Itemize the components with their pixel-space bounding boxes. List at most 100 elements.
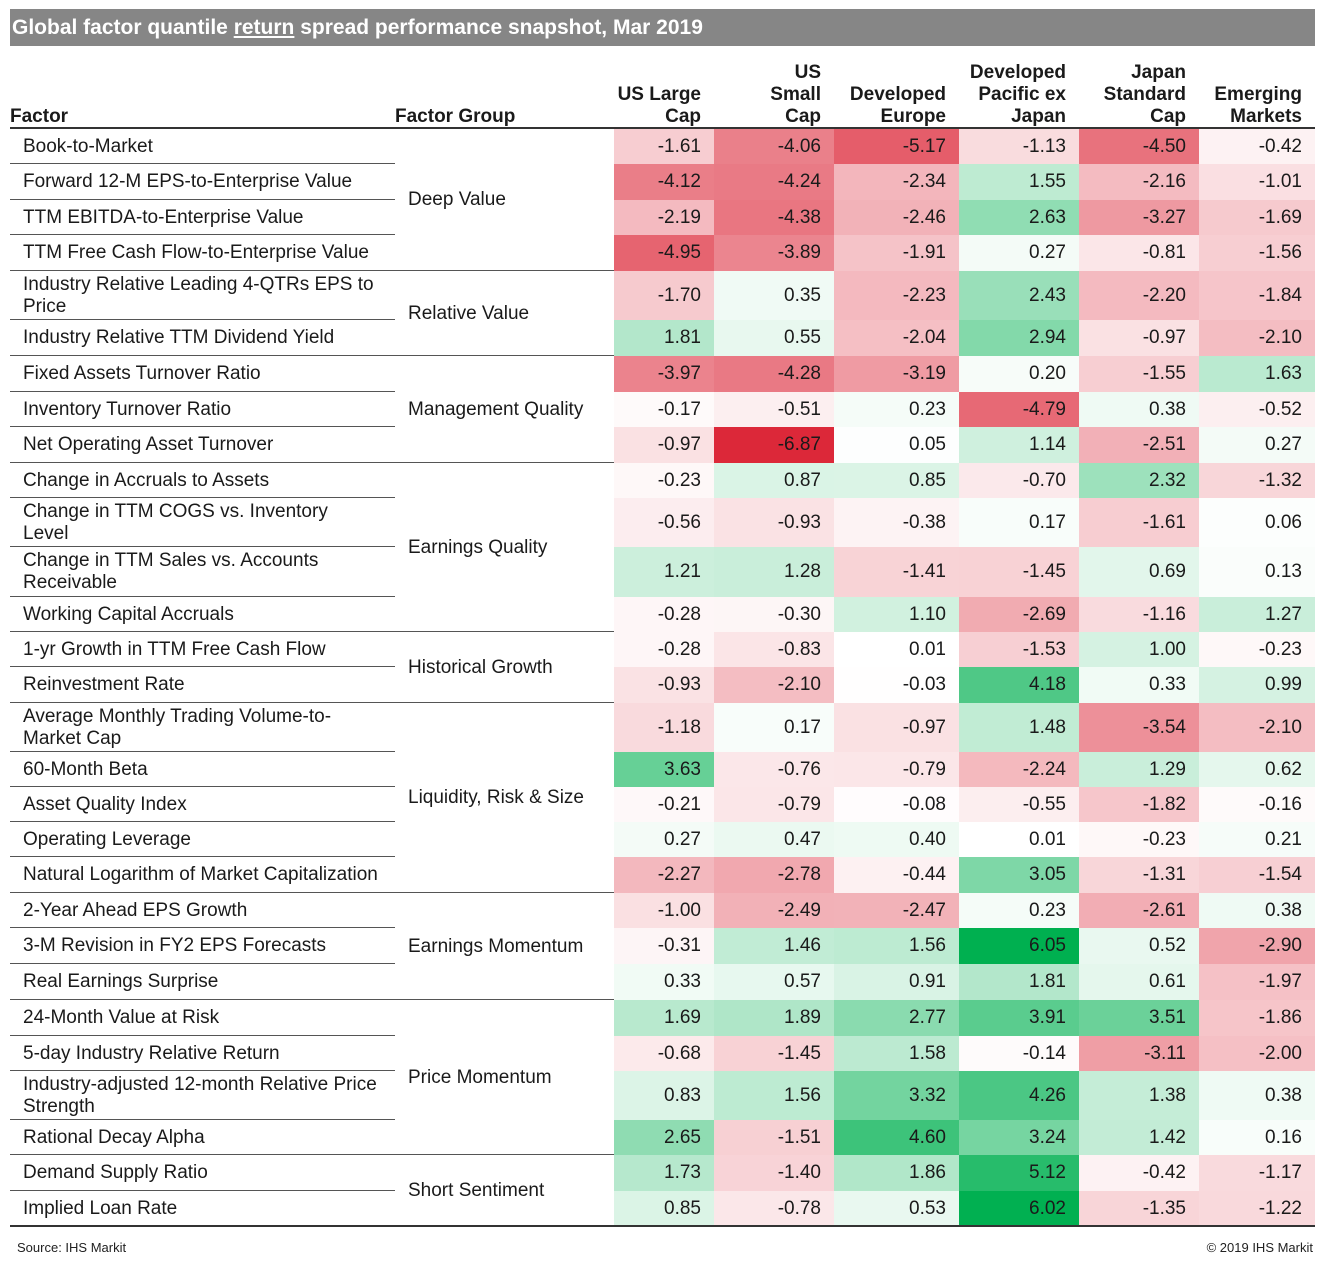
factor-name-line: Strength <box>23 1095 95 1117</box>
value-cell: -1.82 <box>1079 787 1199 822</box>
value-cell: -0.93 <box>614 667 714 703</box>
factor-name: Natural Logarithm of Market Capitalizati… <box>23 864 378 885</box>
row-separator <box>10 199 395 200</box>
value-cell: -1.35 <box>1079 1191 1199 1226</box>
value-cell: -0.97 <box>614 427 714 463</box>
value-cell: -0.08 <box>834 787 959 822</box>
value-cell: -4.79 <box>959 392 1079 427</box>
factor-name: Real Earnings Surprise <box>23 971 219 992</box>
value-cell: 0.01 <box>959 822 1079 857</box>
value-cell: 0.38 <box>1199 1071 1315 1120</box>
value-cell: 4.60 <box>834 1120 959 1155</box>
value-cell: -0.83 <box>714 632 834 667</box>
row-separator <box>10 163 395 164</box>
value-cell: -1.40 <box>714 1155 834 1191</box>
value-cell: -4.38 <box>714 200 834 235</box>
value-cell: -2.10 <box>1199 703 1315 752</box>
row-separator <box>10 751 395 752</box>
value-cell: -2.90 <box>1199 928 1315 964</box>
value-cell: 1.14 <box>959 427 1079 463</box>
header-region: US Large Cap <box>614 84 701 128</box>
value-cell: 1.00 <box>1079 632 1199 667</box>
value-cell: -0.16 <box>1199 787 1315 822</box>
value-cell: -4.50 <box>1079 129 1199 164</box>
factor-name-line: Industry-adjusted 12-month Relative Pric… <box>23 1073 377 1095</box>
factor-name: 2-Year Ahead EPS Growth <box>23 899 248 921</box>
row-separator <box>10 596 395 597</box>
factor-name: Change in TTM COGS vs. Inventory Level <box>10 498 395 547</box>
value-cell: -0.79 <box>714 787 834 822</box>
value-cell: 1.69 <box>614 1000 714 1036</box>
row-separator <box>10 666 395 667</box>
group-separator <box>10 1154 614 1155</box>
header-region-line: Pacific ex <box>978 84 1066 105</box>
factor-name: Working Capital Accruals <box>23 603 234 625</box>
group-separator <box>10 702 614 703</box>
factor-name: Industry Relative Leading 4-QTRs EPS to P… <box>10 271 395 320</box>
value-cell: 0.17 <box>714 703 834 752</box>
value-cell: -1.31 <box>1079 857 1199 893</box>
row-separator <box>10 319 395 320</box>
header-region-line: Developed <box>969 62 1066 83</box>
value-cell: 1.86 <box>834 1155 959 1191</box>
value-cell: -0.44 <box>834 857 959 893</box>
value-cell: 1.27 <box>1199 597 1315 632</box>
value-cell: -0.23 <box>1199 632 1315 667</box>
value-cell: -0.28 <box>614 597 714 632</box>
factor-name-line: Change in TTM COGS vs. Inventory <box>23 500 328 522</box>
value-cell: -1.00 <box>614 893 714 928</box>
group-separator <box>10 270 614 271</box>
value-cell: 0.47 <box>714 822 834 857</box>
value-cell: -1.18 <box>614 703 714 752</box>
value-cell: -2.61 <box>1079 893 1199 928</box>
value-cell: 0.35 <box>714 271 834 320</box>
value-cell: -0.38 <box>834 498 959 547</box>
group-separator <box>10 631 614 632</box>
value-cell: -1.54 <box>1199 857 1315 893</box>
value-cell: 1.28 <box>714 547 834 597</box>
value-cell: 6.05 <box>959 928 1079 964</box>
factor-group-name: Deep Value <box>408 189 506 210</box>
value-cell: 1.29 <box>1079 752 1199 787</box>
value-cell: 0.23 <box>834 392 959 427</box>
value-cell: 6.02 <box>959 1191 1079 1226</box>
factor-name-line: Market Cap <box>23 727 122 749</box>
value-cell: -0.42 <box>1079 1155 1199 1191</box>
value-cell: -1.41 <box>834 547 959 597</box>
value-cell: -1.69 <box>1199 200 1315 235</box>
value-cell: 0.16 <box>1199 1120 1315 1155</box>
factor-name: 24-Month Value at Risk <box>23 1007 220 1028</box>
header-region-line: Cap <box>1150 106 1186 127</box>
value-cell: 0.38 <box>1199 893 1315 928</box>
value-cell: -4.06 <box>714 129 834 164</box>
header-region-line: Small <box>770 84 821 105</box>
value-cell: 0.55 <box>714 320 834 356</box>
copyright-note: © 2019 IHS Markit <box>1206 1240 1313 1255</box>
factor-name-line: Level <box>23 522 69 544</box>
value-cell: -0.14 <box>959 1036 1079 1071</box>
value-cell: -2.23 <box>834 271 959 320</box>
value-cell: 3.05 <box>959 857 1079 893</box>
group-separator <box>10 1225 1315 1227</box>
factor-name: 60-Month Beta <box>23 758 148 780</box>
row-separator <box>10 426 395 427</box>
value-cell: 2.43 <box>959 271 1079 320</box>
header-region-line: Cap <box>785 106 821 127</box>
title-text-start: Global factor quantile <box>12 16 234 39</box>
value-cell: -2.04 <box>834 320 959 356</box>
factor-name: TTM EBITDA-to-Enterprise Value <box>23 206 304 228</box>
value-cell: 1.56 <box>714 1071 834 1120</box>
value-cell: -1.45 <box>959 547 1079 597</box>
factor-name: Reinvestment Rate <box>23 674 185 695</box>
value-cell: 0.27 <box>959 235 1079 271</box>
value-cell: 0.27 <box>1199 427 1315 463</box>
value-cell: -1.45 <box>714 1036 834 1071</box>
value-cell: -5.17 <box>834 129 959 164</box>
value-cell: -0.79 <box>834 752 959 787</box>
value-cell: -3.27 <box>1079 200 1199 235</box>
group-separator <box>10 892 614 893</box>
value-cell: 3.32 <box>834 1071 959 1120</box>
value-cell: -0.70 <box>959 463 1079 498</box>
value-cell: 2.63 <box>959 200 1079 235</box>
value-cell: 1.73 <box>614 1155 714 1191</box>
